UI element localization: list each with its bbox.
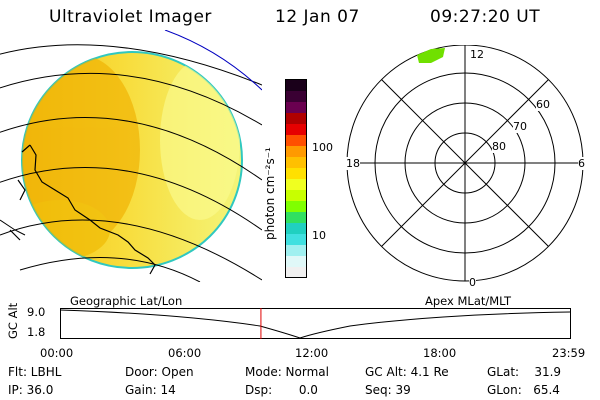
colorbar-band [286,223,306,235]
altitude-curve [60,309,571,339]
mlt-label-12: 12 [470,48,484,61]
x-tick-1800: 18:00 [423,346,457,360]
glat-status: GLat: 31.9 [487,365,562,379]
colorbar-band [286,212,306,224]
door-status: Door: Open [125,365,194,379]
x-tick-0600: 06:00 [168,346,202,360]
colorbar-tick-10: 10 [312,229,326,242]
date-label: 12 Jan 07 [275,7,360,27]
filter-status: Flt: LBHL [8,365,62,379]
apex-caption: Apex MLat/MLT [425,294,512,308]
colorbar-band [286,102,306,114]
gc-alt-status: GC Alt: 4.1 Re [365,365,449,379]
colorbar-band [286,190,306,202]
colorbar-band [286,267,306,278]
instrument-title: Ultraviolet Imager [49,7,212,27]
geographic-caption: Geographic Lat/Lon [70,294,183,308]
mode-status: Mode: Normal [245,365,329,379]
glon-status: GLon: 65.4 [487,383,560,397]
colorbar-tick-100: 100 [312,141,333,154]
geographic-image [0,30,262,282]
colorbar-band [286,135,306,147]
mlt-label-6: 6 [578,157,585,170]
coastline [9,144,156,275]
colorbar [285,79,307,278]
colorbar-band [286,179,306,191]
gc-alt-axis-title: GC Alt [6,302,20,339]
colorbar-band [286,146,306,158]
colorbar-band [286,124,306,136]
colorbar-band [286,234,306,246]
colorbar-band [286,113,306,125]
colorbar-band [286,245,306,257]
mlat-label-80: 80 [492,140,506,153]
y-tick-1-8: 1.8 [27,325,46,339]
x-tick-1200: 12:00 [295,346,329,360]
colorbar-band [286,80,306,92]
dsp-status: Dsp: 0.0 [245,383,318,397]
x-tick-0000: 00:00 [40,346,74,360]
mlt-label-18: 18 [346,157,360,170]
latitude-lines [0,44,262,282]
seq-status: Seq: 39 [365,383,411,397]
colorbar-unit-label: photon cm⁻²s⁻¹ [263,147,277,240]
mlat-label-60: 60 [536,98,550,111]
colorbar-band [286,168,306,180]
polar-plot [346,45,584,282]
x-tick-2359: 23:59 [552,346,586,360]
time-label: 09:27:20 UT [430,7,541,27]
colorbar-band [286,91,306,103]
aurora-patch [417,48,445,63]
y-tick-9: 9.0 [27,305,46,319]
gain-status: Gain: 14 [125,383,176,397]
mlat-label-70: 70 [513,120,527,133]
mlt-label-0: 0 [469,276,476,289]
colorbar-band [286,256,306,268]
altitude-timeline [60,308,571,339]
colorbar-band [286,157,306,169]
ip-status: IP: 36.0 [8,383,54,397]
colorbar-band [286,201,306,213]
